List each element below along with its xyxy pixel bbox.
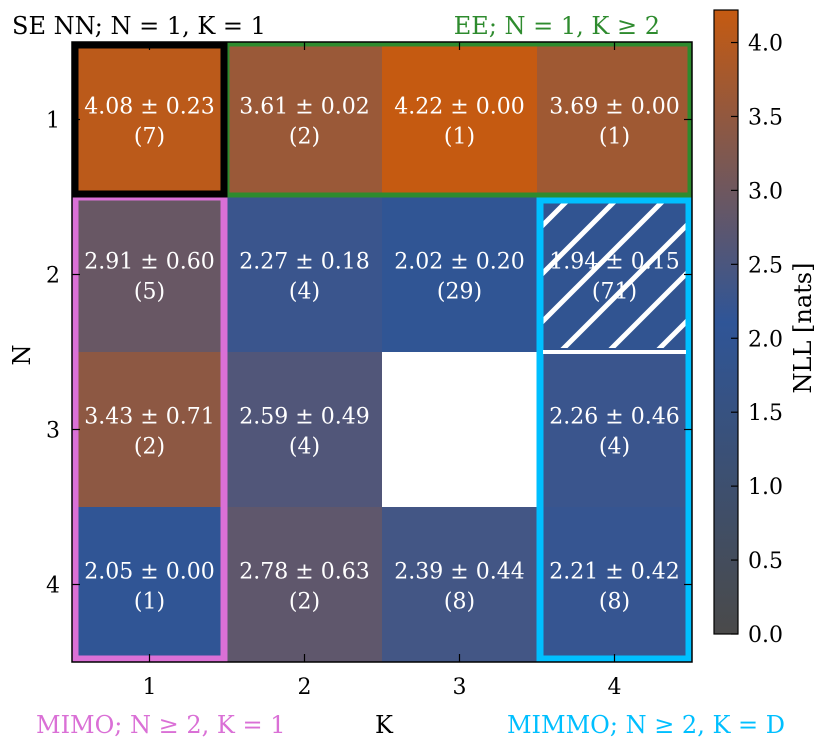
region-label-se-nn: SE NN; N = 1, K = 1 <box>12 12 266 40</box>
cell-count-n2-k3: (29) <box>437 280 482 305</box>
cell-mean-n1-k1: 4.08 ± 0.23 <box>84 95 214 120</box>
x-tick-label-1: 1 <box>143 675 157 700</box>
cell-n1-k1 <box>72 42 227 197</box>
cell-count-n1-k3: (1) <box>444 125 475 150</box>
cell-mean-n2-k1: 2.91 ± 0.60 <box>84 250 214 275</box>
cell-n2-k1 <box>72 197 227 352</box>
cell-count-n2-k2: (4) <box>289 280 320 305</box>
cell-n3-k4 <box>537 352 692 507</box>
region-label-mimmo: MIMMO; N ≥ 2, K = D <box>507 711 785 739</box>
cell-n4-k3 <box>382 507 537 662</box>
cell-mean-n4-k3: 2.39 ± 0.44 <box>394 560 524 585</box>
cell-mean-n4-k4: 2.21 ± 0.42 <box>549 560 679 585</box>
colorbar-tick-label-1.0: 1.0 <box>748 475 783 500</box>
cell-count-n1-k4: (1) <box>599 125 630 150</box>
cell-n3-k1 <box>72 352 227 507</box>
colorbar-label: NLL [nats] <box>789 263 817 394</box>
x-tick-label-4: 4 <box>608 675 622 700</box>
y-tick-label-1: 1 <box>46 109 60 134</box>
cell-mean-n2-k3: 2.02 ± 0.20 <box>394 250 524 275</box>
colorbar-tick-label-2.0: 2.0 <box>748 327 783 352</box>
cell-n1-k3 <box>382 42 537 197</box>
colorbar-tick-label-3.0: 3.0 <box>748 179 783 204</box>
colorbar-tick-label-3.5: 3.5 <box>748 105 783 130</box>
heatmap-cells <box>72 42 692 662</box>
cell-mean-n1-k3: 4.22 ± 0.00 <box>394 95 524 120</box>
cell-count-n1-k1: (7) <box>134 125 165 150</box>
x-tick-label-3: 3 <box>453 675 467 700</box>
colorbar-tick-label-0.0: 0.0 <box>748 623 783 648</box>
cell-count-n4-k1: (1) <box>134 590 165 615</box>
cell-n1-k2 <box>227 42 382 197</box>
colorbar-bar <box>713 9 739 635</box>
cell-empty-n3-k3 <box>382 352 537 507</box>
cell-count-n4-k4: (8) <box>599 590 630 615</box>
plot-frame <box>71 41 693 663</box>
cell-n4-k2 <box>227 507 382 662</box>
cell-n3-k2 <box>227 352 382 507</box>
y-tick-label-2: 2 <box>46 264 60 289</box>
cell-mean-n2-k4: 1.94 ± 0.15 <box>549 250 679 275</box>
cell-count-n1-k2: (2) <box>289 125 320 150</box>
x-axis-label: K <box>375 711 394 739</box>
cell-mean-n3-k2: 2.59 ± 0.49 <box>239 405 369 430</box>
x-tick-label-2: 2 <box>298 675 312 700</box>
region-label-ee: EE; N = 1, K ≥ 2 <box>454 12 660 40</box>
heatmap-cell-labels: 4.08 ± 0.23 (7) 3.61 ± 0.02 (2) 4.22 ± 0.00 (… <box>84 95 679 615</box>
axes: 1 2 3 4 1 2 3 4 <box>46 41 693 700</box>
cell-mean-n3-k1: 3.43 ± 0.71 <box>84 405 214 430</box>
cell-mean-n2-k2: 2.27 ± 0.18 <box>239 250 369 275</box>
cell-n1-k4 <box>537 42 692 197</box>
y-tick-label-4: 4 <box>46 574 60 599</box>
cell-n2-k3 <box>382 197 537 352</box>
cell-n4-k1 <box>72 507 227 662</box>
cell-count-n2-k4: (71) <box>592 280 637 305</box>
cell-n2-k2 <box>227 197 382 352</box>
y-tick-label-3: 3 <box>46 419 60 444</box>
y-axis-label: N <box>8 345 36 366</box>
colorbar-tick-label-4.0: 4.0 <box>748 32 783 57</box>
cell-mean-n1-k4: 3.69 ± 0.00 <box>549 95 679 120</box>
region-label-mimo: MIMO; N ≥ 2, K = 1 <box>36 711 285 739</box>
cell-count-n3-k2: (4) <box>289 435 320 460</box>
cell-count-n4-k3: (8) <box>444 590 475 615</box>
cell-count-n3-k4: (4) <box>599 435 630 460</box>
cell-mean-n4-k2: 2.78 ± 0.63 <box>239 560 369 585</box>
cell-mean-n4-k1: 2.05 ± 0.00 <box>84 560 214 585</box>
cell-mean-n1-k2: 3.61 ± 0.02 <box>239 95 369 120</box>
cell-count-n4-k2: (2) <box>289 590 320 615</box>
cell-hatch-n2-k4 <box>541 201 688 348</box>
cell-count-n3-k1: (2) <box>134 435 165 460</box>
colorbar: 0.0 0.5 1.0 1.5 2.0 2.5 3.0 3.5 4.0 <box>713 9 783 648</box>
colorbar-tick-label-0.5: 0.5 <box>748 549 783 574</box>
colorbar-tick-label-1.5: 1.5 <box>748 401 783 426</box>
cell-n4-k4 <box>537 507 692 662</box>
colorbar-tick-label-2.5: 2.5 <box>748 253 783 278</box>
cell-mean-n3-k4: 2.26 ± 0.46 <box>549 405 679 430</box>
cell-count-n2-k1: (5) <box>134 280 165 305</box>
